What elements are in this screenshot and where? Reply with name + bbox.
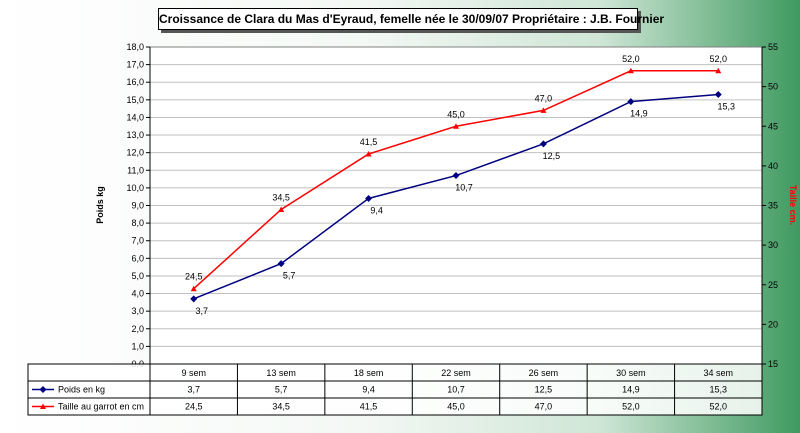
data-table-cell: 3,7	[187, 385, 200, 395]
gridlines	[150, 64, 762, 347]
triangle-marker	[453, 123, 459, 129]
data-label: 15,3	[718, 102, 736, 112]
diamond-marker	[365, 194, 373, 202]
y-right-tick-label: 15	[768, 359, 778, 369]
data-table-cell: 47,0	[535, 402, 553, 412]
legend-triangle-icon	[40, 403, 46, 409]
triangle-marker	[715, 67, 722, 74]
data-table-cell: 5,7	[275, 385, 288, 395]
x-tick-label: 30 sem	[616, 368, 646, 378]
data-label: 34,5	[272, 192, 290, 202]
diamond-marker	[539, 140, 547, 148]
diamond-marker	[714, 91, 722, 99]
data-table-cell: 10,7	[447, 385, 465, 395]
y-axis-right-ticks: 15 20 25 30 35 40 45 50 55	[761, 42, 778, 369]
x-tick-label: 34 sem	[704, 368, 734, 378]
data-labels: 3,7 5,7 9,4 10,7 12,5 14,9 15,3 24,5 34,5 41,5 45,…	[185, 54, 735, 316]
data-label: 14,9	[630, 109, 648, 119]
y-right-tick-label: 25	[768, 280, 778, 290]
x-tick-label: 26 sem	[529, 368, 559, 378]
x-tick-label: 9 sem	[181, 368, 206, 378]
x-tick-label: 18 sem	[354, 368, 384, 378]
data-table-cell: 15,3	[710, 385, 728, 395]
legend-label: Poids en kg	[58, 385, 105, 395]
data-label: 41,5	[360, 137, 378, 147]
data-table-cell: 52,0	[710, 402, 728, 412]
y-left-tick-label: 8,0	[131, 218, 144, 228]
y-right-tick-label: 40	[768, 161, 778, 171]
y-left-tick-label: 16,0	[126, 77, 144, 87]
y-left-tick-label: 15,0	[126, 95, 144, 105]
y-right-tick-label: 30	[768, 240, 778, 250]
triangle-marker	[190, 285, 197, 292]
data-table-cell: 34,5	[272, 402, 290, 412]
y-axis-right-title: Taille cm.	[788, 185, 798, 225]
y-left-tick-label: 18,0	[126, 42, 144, 52]
y-left-tick-label: 6,0	[131, 253, 144, 263]
y-left-tick-label: 17,0	[126, 60, 144, 70]
y-left-tick-label: 3,0	[131, 306, 144, 316]
triangle-marker	[365, 150, 372, 157]
x-tick-label: 22 sem	[441, 368, 471, 378]
data-table-cell: 52,0	[622, 402, 640, 412]
y-right-tick-label: 50	[768, 82, 778, 92]
data-label: 12,5	[543, 151, 561, 161]
data-table-cell: 14,9	[622, 385, 640, 395]
y-right-tick-label: 20	[768, 319, 778, 329]
data-label: 47,0	[535, 93, 553, 103]
triangle-marker	[627, 67, 634, 74]
y-left-tick-label: 10,0	[126, 183, 144, 193]
data-table-cell: 45,0	[447, 402, 465, 412]
y-left-tick-label: 9,0	[131, 201, 144, 211]
y-right-tick-label: 45	[768, 121, 778, 131]
y-left-tick-label: 13,0	[126, 130, 144, 140]
y-left-tick-label: 7,0	[131, 236, 144, 246]
diamond-marker	[627, 98, 635, 106]
diamond-marker	[277, 260, 285, 268]
y-left-tick-label: 1,0	[131, 341, 144, 351]
data-table-cell: 24,5	[185, 402, 203, 412]
data-label: 5,7	[283, 271, 296, 281]
legend-label: Taille au garrot en cm	[58, 402, 144, 412]
y-right-tick-label: 35	[768, 201, 778, 211]
data-table-cell: 9,4	[362, 385, 375, 395]
data-label: 9,4	[370, 205, 383, 215]
y-axis-left-title: Poids kg	[95, 186, 105, 224]
y-left-tick-label: 2,0	[131, 324, 144, 334]
data-label: 45,0	[447, 109, 465, 119]
data-label: 52,0	[622, 54, 640, 64]
data-label: 52,0	[710, 54, 728, 64]
data-label: 24,5	[185, 272, 203, 282]
y-left-tick-label: 12,0	[126, 148, 144, 158]
chart-title: Croissance de Clara du Mas d'Eyraud, fem…	[158, 8, 664, 30]
legend-diamond-icon	[39, 386, 47, 393]
series-markers	[190, 67, 722, 303]
x-tick-label: 13 sem	[266, 368, 296, 378]
y-axis-left-ticks: 0,01,02,03,04,05,06,07,08,09,010,011,012…	[126, 42, 151, 369]
y-left-tick-label: 11,0	[127, 165, 144, 175]
data-table-cell: 41,5	[360, 402, 378, 412]
triangle-marker	[540, 107, 547, 113]
y-left-tick-label: 5,0	[131, 271, 144, 281]
data-table: 9 sem 13 sem 18 sem 22 sem 26 sem 30 sem 34 se…	[27, 363, 763, 416]
data-label: 3,7	[195, 306, 208, 316]
y-left-tick-label: 4,0	[131, 289, 144, 299]
data-label: 10,7	[455, 183, 473, 193]
diamond-marker	[452, 172, 460, 180]
data-table-cell: 12,5	[535, 385, 553, 395]
y-right-tick-label: 55	[768, 42, 778, 52]
diamond-marker	[190, 295, 198, 303]
triangle-marker	[278, 206, 285, 212]
y-left-tick-label: 14,0	[126, 112, 144, 122]
